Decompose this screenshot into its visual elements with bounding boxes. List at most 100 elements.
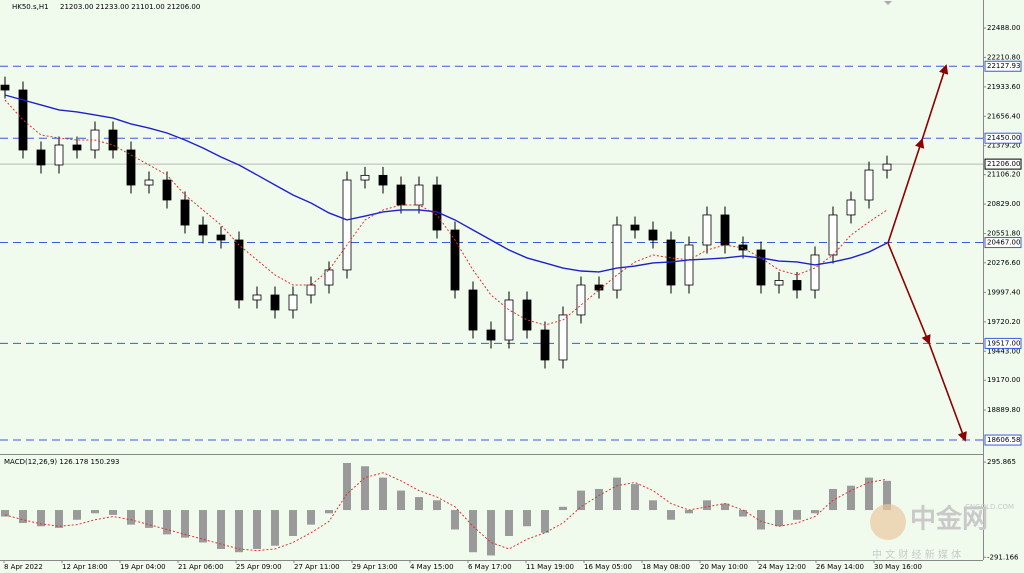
macd-bar	[19, 510, 27, 524]
macd-signal	[4, 472, 888, 552]
candle-body	[540, 329, 550, 361]
x-tick-label: 24 May 12:00	[758, 563, 806, 571]
y-tick-label: 22210.80	[987, 53, 1020, 61]
macd-bar	[415, 497, 423, 511]
ma-fast	[4, 99, 888, 326]
y-tick-label: 19170.00	[987, 376, 1020, 384]
macd-title: MACD(12,26,9) 126.178 150.293	[4, 458, 120, 466]
candle-body	[702, 214, 712, 246]
x-tick-label: 4 May 15:00	[410, 563, 454, 571]
macd-bar	[361, 466, 369, 511]
candle-body	[612, 224, 622, 291]
x-tick-label: 16 May 05:00	[584, 563, 632, 571]
macd-bar	[703, 500, 711, 511]
macd-bar	[865, 477, 873, 511]
macd-bar	[109, 510, 117, 515]
candle-body	[54, 144, 64, 166]
level-label-box	[984, 337, 1022, 349]
macd-bar	[775, 510, 783, 527]
candle-body	[324, 269, 334, 286]
y-tick-label: 18889.80	[987, 406, 1020, 414]
macd-bar	[829, 488, 837, 511]
macd-bar	[343, 463, 351, 511]
ohlc-header: 21203.00 21233.00 21101.00 21206.00	[60, 3, 200, 11]
candle-body	[108, 129, 118, 151]
candle-body	[144, 179, 154, 186]
candle-body	[792, 280, 802, 291]
brand: 中金网	[910, 504, 988, 535]
level-label-box	[984, 434, 1022, 446]
candle-body	[396, 184, 406, 206]
arrow-down	[928, 342, 967, 442]
arrow-up	[887, 138, 925, 244]
macd-bar	[253, 510, 261, 549]
macd-bar	[325, 510, 333, 514]
macd-bar	[289, 510, 297, 536]
candle-body	[252, 294, 262, 301]
macd-bar	[595, 488, 603, 511]
current-price-box	[984, 158, 1022, 170]
macd-tick-label: -291.166	[987, 553, 1019, 561]
shift-marker	[884, 1, 892, 5]
candle-body	[360, 174, 370, 181]
y-tick-label: 21656.40	[987, 112, 1020, 120]
forecast-arrows	[887, 64, 967, 442]
level-label: 18606.58	[987, 436, 1020, 444]
candle-body	[432, 184, 442, 231]
logo	[870, 504, 906, 540]
y-tick-label: 21106.20	[987, 171, 1020, 179]
x-tick-label: 27 Apr 11:00	[294, 563, 340, 571]
candle-body	[18, 89, 28, 151]
current-price-label: 21206.00	[987, 160, 1020, 168]
candle-body	[828, 214, 838, 256]
url: CNGOLD.COM	[965, 503, 1014, 511]
macd-bar	[271, 510, 279, 546]
macd-bar	[235, 510, 243, 553]
x-tick-label: 26 May 14:00	[816, 563, 864, 571]
candle-body	[414, 184, 424, 206]
arrow-down	[887, 242, 931, 345]
macd-bar	[55, 510, 63, 528]
candle-body	[774, 280, 784, 286]
level-label-box	[984, 60, 1022, 72]
ma-slow	[4, 94, 888, 273]
y-tick-label: 22488.00	[987, 24, 1020, 32]
candle-body	[522, 299, 532, 331]
macd-bar	[91, 510, 99, 514]
x-tick-label: 11 May 19:00	[526, 563, 574, 571]
candle-body	[630, 224, 640, 231]
x-tick-label: 25 Apr 09:00	[236, 563, 282, 571]
candle-body	[180, 199, 190, 226]
level-label: 20467.00	[987, 239, 1020, 247]
y-tick-label: 20551.80	[987, 230, 1020, 238]
macd-bar	[505, 510, 513, 536]
candle-body	[468, 289, 478, 331]
macd-bar	[1, 510, 9, 517]
macd-bar	[469, 510, 477, 553]
macd-bar	[793, 510, 801, 520]
x-tick-label: 19 Apr 04:00	[120, 563, 166, 571]
y-tick-label: 21379.20	[987, 142, 1020, 150]
candle-body	[450, 229, 460, 291]
candle-body	[72, 144, 82, 151]
macd-bar	[757, 510, 765, 530]
candle-body	[36, 149, 46, 166]
candle-body	[342, 179, 352, 271]
candle-body	[684, 244, 694, 286]
candle-body	[162, 179, 172, 201]
x-tick-label: 12 Apr 18:00	[62, 563, 108, 571]
y-tick-label: 20829.00	[987, 200, 1020, 208]
y-tick-label: 19443.00	[987, 347, 1020, 355]
macd-bar	[451, 510, 459, 530]
candle-body	[882, 163, 892, 171]
candle-body	[756, 249, 766, 286]
x-tick-label: 6 May 17:00	[468, 563, 512, 571]
x-tick-label: 29 Apr 13:00	[352, 563, 398, 571]
candle-body	[504, 299, 514, 341]
watermark: 中金网 CNGOLD.COM 中 文 财 经 新 媒 体	[870, 503, 1014, 561]
arrow-up	[921, 64, 949, 141]
candle-body	[216, 234, 226, 241]
macd-bar	[667, 510, 675, 520]
macd-bar	[127, 510, 135, 525]
